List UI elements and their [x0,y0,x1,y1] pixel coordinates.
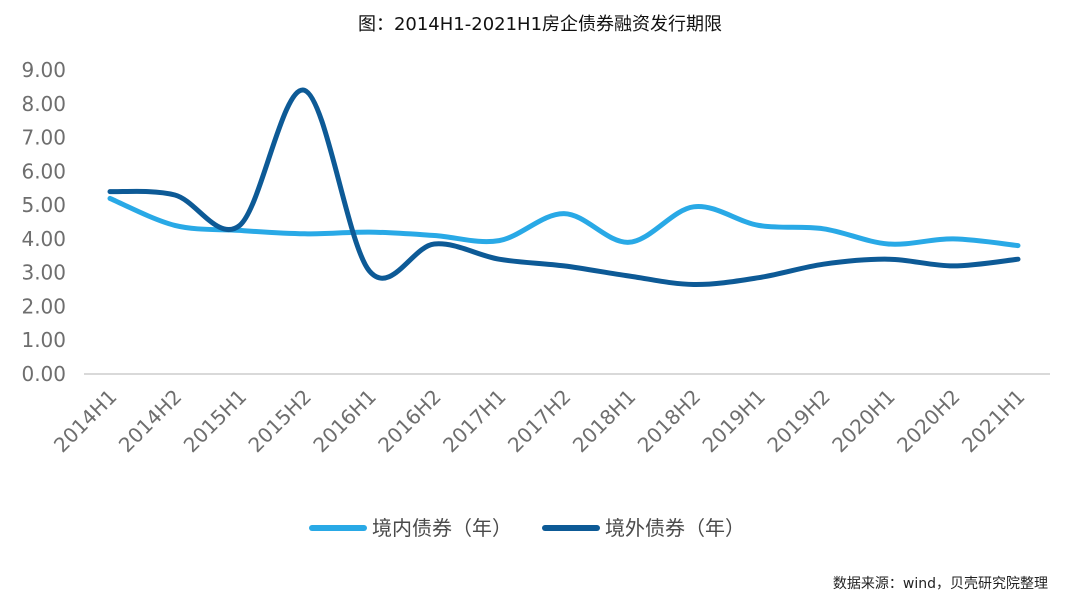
x-tick-label: 2014H2 [114,385,187,458]
x-tick-label: 2018H1 [568,385,641,458]
y-tick-label: 4.00 [21,227,66,251]
series-layer [107,87,1021,288]
chart-title: 图：2014H1-2021H1房企债券融资发行期限 [357,14,723,35]
source-note: 数据来源：wind，贝壳研究院整理 [832,576,1048,592]
x-tick-label: 2016H2 [373,385,446,458]
legend-item-2: 境外债券（年） [542,516,745,540]
x-tick-label: 2020H1 [827,385,900,458]
x-tick-label: 2019H1 [698,385,771,458]
y-tick-label: 6.00 [21,159,66,183]
y-tick-label: 1.00 [21,328,66,352]
y-tick-label: 8.00 [21,92,66,116]
x-tick-label: 2021H1 [957,385,1030,458]
x-tick-label: 2019H2 [762,385,835,458]
series-line-1 [107,195,1021,249]
y-axis-ticks: 0.00 1.00 2.00 3.00 4.00 5.00 6.00 7.00 8.00 9.00 [21,58,66,386]
legend-label: 境内债券（年） [372,516,512,540]
x-tick-label: 2017H2 [503,385,576,458]
x-tick-label: 2017H1 [438,385,511,458]
legend: 境内债券（年） 境外债券（年） [309,516,745,540]
y-tick-label: 9.00 [21,58,66,82]
legend-label: 境外债券（年） [605,516,745,540]
x-tick-label: 2018H2 [633,385,706,458]
x-axis-ticks: 2014H12014H22015H12015H22016H12016H22017… [49,385,1030,458]
y-tick-label: 3.00 [21,261,66,285]
x-tick-label: 2014H1 [49,385,122,458]
y-tick-label: 7.00 [21,126,66,150]
series-line-2 [107,87,1021,288]
y-tick-label: 5.00 [21,193,66,217]
x-tick-label: 2015H1 [179,385,252,458]
y-tick-label: 2.00 [21,294,66,318]
x-tick-label: 2016H1 [308,385,381,458]
x-tick-label: 2020H2 [892,385,965,458]
legend-item-1: 境内债券（年） [309,516,512,540]
y-tick-label: 0.00 [21,362,66,386]
x-tick-label: 2015H2 [244,385,317,458]
